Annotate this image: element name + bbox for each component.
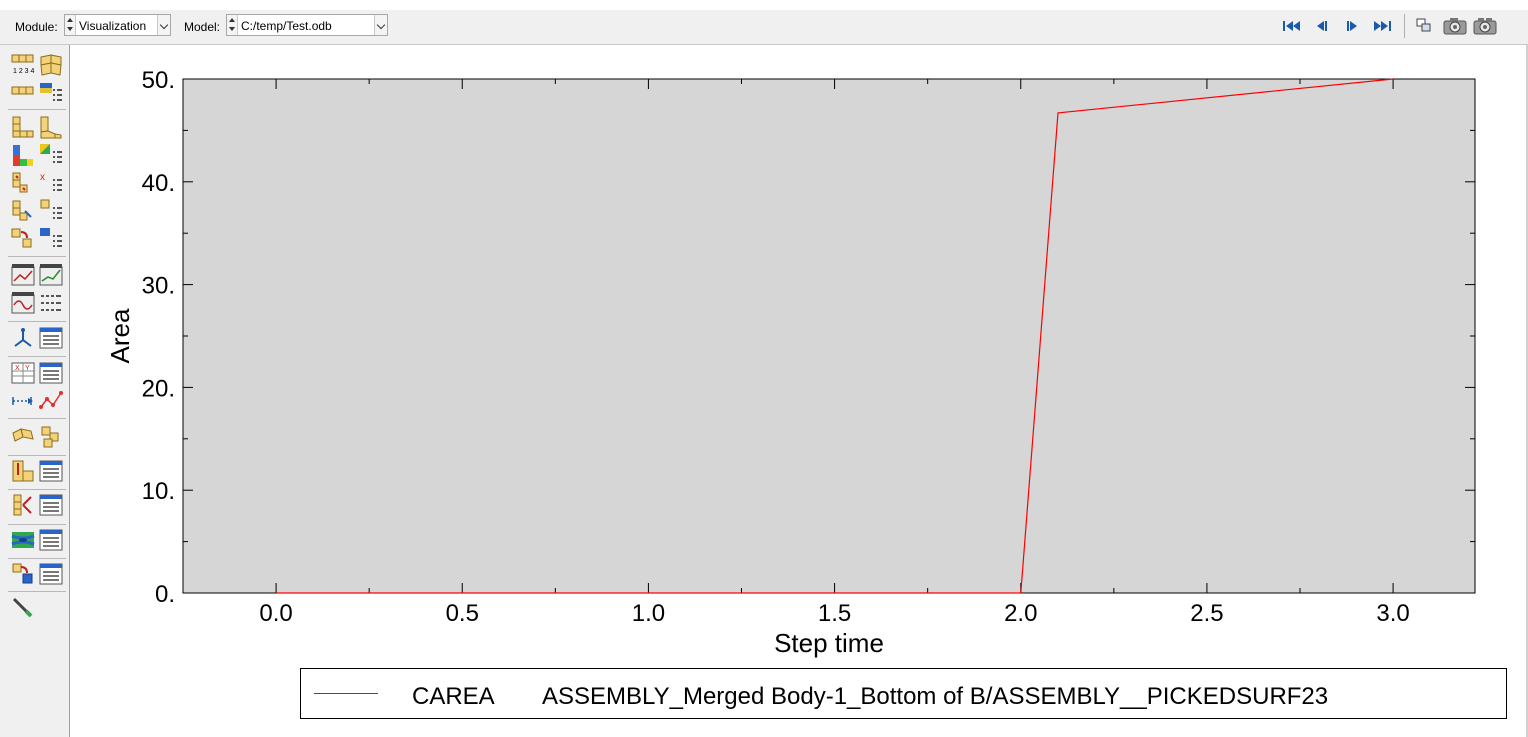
model-select[interactable]: C:/temp/Test.odb <box>226 14 388 36</box>
movie-camera-icon[interactable] <box>1473 16 1497 36</box>
create-display-group-icon[interactable] <box>39 361 63 385</box>
last-frame-icon[interactable] <box>1372 16 1392 36</box>
stream-icon[interactable] <box>39 459 63 483</box>
x-tick-label: 0.0 <box>259 600 292 627</box>
orientation-options-icon[interactable] <box>11 199 35 223</box>
y-tick-label: 30. <box>142 273 175 300</box>
y-tick-label: 10. <box>142 478 175 505</box>
legend[interactable]: CAREA ASSEMBLY_Merged Body-1_Bottom of B… <box>300 668 1507 719</box>
animation-options-icon[interactable] <box>11 263 35 287</box>
x-tick-label: 3.0 <box>1376 600 1409 627</box>
create-xy-plot-icon[interactable] <box>39 291 63 315</box>
plot-manager-icon[interactable] <box>39 528 63 552</box>
module-select[interactable]: Visualization <box>64 14 171 36</box>
toolbox-divider <box>8 256 66 257</box>
toolbox-divider <box>8 524 66 525</box>
model-value: C:/temp/Test.odb <box>241 19 332 33</box>
svg-text:1 2 3 4: 1 2 3 4 <box>13 68 35 75</box>
x-tick-labels: 0.0 0.5 1.0 1.5 2.0 2.5 3.0 <box>259 600 1409 627</box>
x-tick-label: 0.5 <box>446 600 479 627</box>
display-body-icon[interactable] <box>39 493 63 517</box>
free-body-manager-icon[interactable] <box>11 459 35 483</box>
stream-manager-icon[interactable] <box>11 493 35 517</box>
chevron-down-icon[interactable] <box>157 15 170 35</box>
query-icon[interactable] <box>39 389 63 413</box>
svg-text:X: X <box>15 365 20 372</box>
x-axis-label: Step time <box>774 628 884 658</box>
y-tick-labels: 0. 10. 20. 30. 40. 50. <box>142 67 175 608</box>
module-label: Module: <box>15 20 58 34</box>
axis-ticks <box>182 78 1475 594</box>
toolbox-divider <box>8 109 66 110</box>
create-xy-data-icon[interactable] <box>39 263 63 287</box>
next-frame-icon[interactable] <box>1342 16 1362 36</box>
animate-time-history-icon[interactable] <box>11 227 35 251</box>
common-options-icon[interactable] <box>11 81 35 105</box>
xy-data-manager-icon[interactable] <box>11 291 35 315</box>
display-body-manager-icon[interactable] <box>11 528 35 552</box>
free-body-cut-icon[interactable] <box>39 425 63 449</box>
chevron-down-icon[interactable] <box>374 15 387 35</box>
display-group-manager-icon[interactable] <box>11 389 35 413</box>
y-tick-label: 20. <box>142 375 175 402</box>
x-tick-label: 2.5 <box>1190 600 1223 627</box>
module-value: Visualization <box>79 19 147 33</box>
plot-undeformed-shape-icon[interactable]: 1 2 3 4 <box>11 53 35 77</box>
previous-frame-icon[interactable] <box>1312 16 1332 36</box>
toolbox-divider <box>8 321 66 322</box>
plot-contours-icon[interactable] <box>39 115 63 139</box>
toolbox-divider <box>8 418 66 419</box>
model-label: Model: <box>184 20 221 34</box>
x-tick-label: 1.5 <box>818 600 851 627</box>
module-spin-icon[interactable] <box>65 15 76 35</box>
replace-body-icon[interactable] <box>11 562 35 586</box>
toolbox-divider <box>8 558 66 559</box>
toolbar-divider <box>1404 14 1405 38</box>
camera-icon[interactable] <box>1443 16 1467 36</box>
viewport-border <box>1526 45 1528 737</box>
plot-material-orientations-icon[interactable]: x <box>39 171 63 195</box>
x-tick-label: 2.0 <box>1004 600 1037 627</box>
toolbox-divider <box>8 356 66 357</box>
model-spin-icon[interactable] <box>227 15 238 35</box>
edit-tool-icon[interactable] <box>11 596 35 620</box>
toolbox-divider <box>8 591 66 592</box>
svg-text:x: x <box>40 172 45 183</box>
svg-text:Y: Y <box>25 365 30 372</box>
legend-series-name: CAREA <box>412 683 495 710</box>
y-tick-label: 50. <box>142 67 175 94</box>
legend-series-description: ASSEMBLY_Merged Body-1_Bottom of B/ASSEM… <box>542 683 1329 710</box>
legend-swatch <box>314 693 378 694</box>
contour-options-icon[interactable] <box>11 143 35 167</box>
plot-deformed-shape-icon[interactable] <box>39 53 63 77</box>
animate-scale-factor-icon[interactable] <box>39 199 63 223</box>
body-manager-icon[interactable] <box>39 562 63 586</box>
y-axis-label: Area <box>105 308 135 363</box>
xy-plot-manager-icon[interactable] <box>11 326 35 350</box>
viewport-layout-icon[interactable] <box>1414 16 1434 36</box>
plot-symbols-icon[interactable] <box>39 143 63 167</box>
allow-multiple-plot-states-icon[interactable] <box>11 115 35 139</box>
symbol-options-icon[interactable] <box>11 171 35 195</box>
first-frame-icon[interactable] <box>1282 16 1302 36</box>
series-line-carea <box>276 78 1394 594</box>
title-strip <box>0 0 1528 10</box>
plot-area <box>182 78 1476 594</box>
y-tick-label: 40. <box>142 170 175 197</box>
toolbox-divider <box>8 455 66 456</box>
y-tick-label: 0. <box>155 581 175 608</box>
animate-harmonic-icon[interactable] <box>39 227 63 251</box>
x-tick-label: 1.0 <box>632 600 665 627</box>
view-cut-manager-icon[interactable] <box>11 425 35 449</box>
context-bar: Module: Visualization Model: C:/temp/Tes… <box>0 0 1528 45</box>
superimpose-options-icon[interactable] <box>39 81 63 105</box>
create-path-icon[interactable] <box>39 326 63 350</box>
toolbox-divider <box>8 489 66 490</box>
